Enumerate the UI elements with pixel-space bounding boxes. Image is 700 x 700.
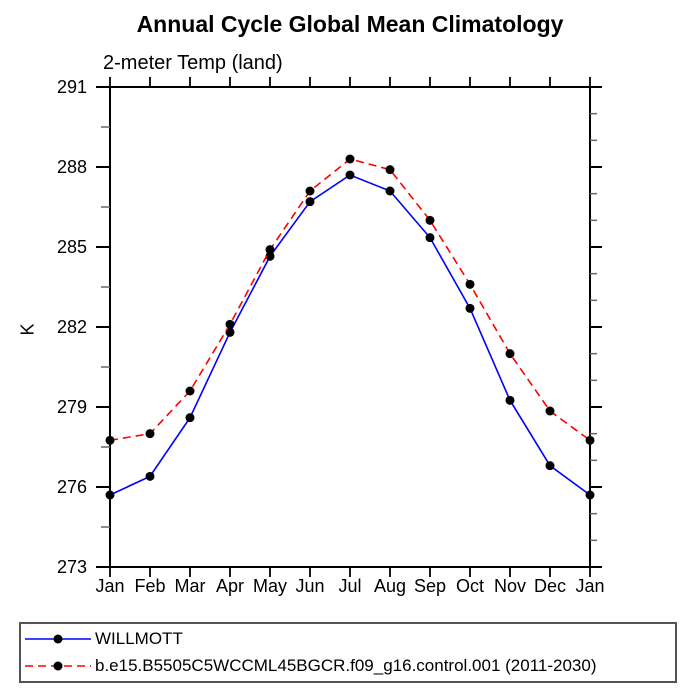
x-tick-label: May [253, 576, 287, 596]
x-tick-label: Dec [534, 576, 566, 596]
series-line-1 [109, 158, 591, 442]
y-tick-label: 276 [57, 477, 87, 497]
data-point-marker [265, 251, 275, 261]
x-tick-label: Feb [134, 576, 165, 596]
x-tick-label: Aug [374, 576, 406, 596]
x-tick-label: Jul [338, 576, 361, 596]
data-point-marker [425, 233, 435, 243]
series-line-0 [109, 174, 591, 496]
data-point-marker [305, 186, 315, 196]
legend-line-sample-icon [25, 634, 91, 644]
x-tick-label: Jan [95, 576, 124, 596]
data-point-marker [145, 429, 155, 439]
data-point-marker [425, 215, 435, 225]
legend-label-willmott: WILLMOTT [95, 628, 183, 648]
data-point-marker [585, 490, 595, 500]
data-point-marker [185, 386, 195, 396]
data-point-marker [185, 413, 195, 423]
data-point-marker [345, 154, 355, 164]
legend-sample-marker [53, 661, 63, 671]
data-point-marker [505, 349, 515, 359]
data-point-marker [105, 435, 115, 445]
data-point-marker [465, 279, 475, 289]
data-point-marker [505, 395, 515, 405]
legend-item-willmott: WILLMOTT [21, 626, 675, 652]
legend-line-sample-icon [25, 661, 91, 671]
data-point-marker [305, 197, 315, 207]
x-tick-label: Apr [216, 576, 244, 596]
data-point-marker [385, 186, 395, 196]
y-tick-label: 273 [57, 557, 87, 577]
x-tick-label: Oct [456, 576, 484, 596]
x-tick-label: Jun [295, 576, 324, 596]
legend-label-model: b.e15.B5505C5WCCML45BGCR.f09_g16.control… [95, 656, 597, 676]
legend-sample-marker [53, 634, 63, 644]
data-point-marker [145, 471, 155, 481]
chart-title: Annual Cycle Global Mean Climatology [136, 11, 564, 37]
y-tick-label: 282 [57, 317, 87, 337]
x-tick-label: Jan [575, 576, 604, 596]
legend-item-model: b.e15.B5505C5WCCML45BGCR.f09_g16.control… [21, 653, 675, 679]
data-point-marker [265, 245, 275, 255]
x-tick-label: Nov [494, 576, 526, 596]
data-point-marker [225, 327, 235, 337]
x-tick-label: Sep [414, 576, 446, 596]
y-tick-label: 291 [57, 77, 87, 97]
data-point-marker [545, 406, 555, 416]
legend-box: WILLMOTT b.e15.B5505C5WCCML45BGCR.f09_g1… [19, 622, 677, 683]
y-tick-label: 288 [57, 157, 87, 177]
chart-plot-area: Jan Feb Mar Apr May Jun Jul Aug Sep Oct Nov Dec Jan 2… [57, 77, 605, 596]
x-tick-label: Mar [175, 576, 206, 596]
data-point-marker [105, 490, 115, 500]
data-point-marker [465, 303, 475, 313]
data-point-marker [585, 435, 595, 445]
data-point-marker [225, 319, 235, 329]
y-tick-label: 285 [57, 237, 87, 257]
data-point-marker [385, 165, 395, 175]
chart-subtitle: 2-meter Temp (land) [103, 52, 283, 74]
y-tick-label: 279 [57, 397, 87, 417]
data-point-marker [545, 461, 555, 471]
data-point-marker [345, 170, 355, 180]
